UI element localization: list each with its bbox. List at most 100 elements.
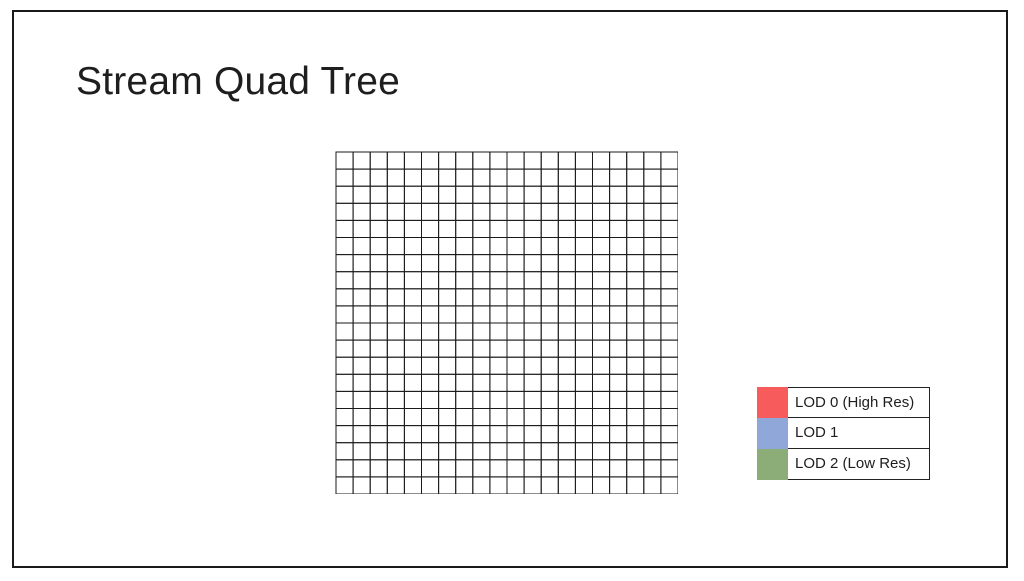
tile-lod-0-high-res — [472, 322, 491, 341]
tile-streamed-terrain — [557, 356, 576, 375]
tile-streamed-terrain — [421, 425, 440, 444]
tile-streamed-terrain — [421, 339, 440, 358]
tile-streamed-terrain — [438, 356, 457, 375]
tile-streamed-terrain — [557, 390, 576, 409]
tile-empty — [626, 271, 645, 290]
tile-empty — [592, 237, 611, 256]
tile-streamed-terrain — [592, 425, 611, 444]
tile-streamed-terrain — [506, 151, 525, 170]
tile-streamed-terrain — [421, 305, 440, 324]
tile-streamed-terrain — [472, 202, 491, 221]
tile-empty — [574, 185, 593, 204]
tile-streamed-terrain — [386, 322, 405, 341]
tile-streamed-terrain — [592, 322, 611, 341]
tile-lod-0-high-res — [455, 305, 474, 324]
tile-streamed-terrain — [455, 237, 474, 256]
tile-streamed-terrain — [369, 288, 388, 307]
tile-streamed-terrain — [609, 408, 628, 427]
tile-streamed-terrain — [438, 408, 457, 427]
tile-streamed-terrain — [660, 408, 678, 427]
tile-streamed-terrain — [557, 373, 576, 392]
tile-empty — [660, 271, 678, 290]
tile-empty — [352, 271, 371, 290]
tile-streamed-terrain — [626, 356, 645, 375]
tile-streamed-terrain — [455, 151, 474, 170]
tile-streamed-terrain — [403, 305, 423, 324]
tile-lod-0-high-res — [506, 288, 525, 307]
tile-streamed-terrain — [438, 425, 457, 444]
tile-streamed-terrain — [660, 356, 678, 375]
tile-streamed-terrain — [506, 425, 525, 444]
tile-streamed-terrain — [540, 237, 559, 256]
tile-streamed-terrain — [540, 168, 559, 187]
tile-streamed-terrain — [352, 288, 371, 307]
tile-streamed-terrain — [540, 339, 559, 358]
terrain-imagery — [322, 138, 678, 494]
tile-streamed-terrain — [540, 288, 559, 307]
tile-streamed-terrain — [455, 168, 474, 187]
tile-streamed-terrain — [660, 459, 678, 478]
tile-streamed-terrain — [472, 425, 491, 444]
tile-streamed-terrain — [643, 442, 662, 461]
tile-empty — [592, 271, 611, 290]
tile-empty — [574, 202, 593, 221]
tile-empty — [626, 151, 645, 170]
tile-empty — [352, 425, 371, 444]
tile-streamed-terrain — [557, 339, 576, 358]
tile-streamed-terrain — [489, 459, 508, 478]
tile-lod-0-high-res — [472, 288, 491, 307]
tile-streamed-terrain — [369, 408, 388, 427]
tile-streamed-terrain — [403, 322, 423, 341]
tile-streamed-terrain — [421, 442, 440, 461]
tile-empty — [643, 202, 662, 221]
tile-streamed-terrain — [660, 373, 678, 392]
tile-streamed-terrain — [421, 288, 440, 307]
tile-streamed-terrain — [455, 408, 474, 427]
tile-streamed-terrain — [369, 219, 388, 239]
tile-streamed-terrain — [540, 390, 559, 409]
tile-empty — [592, 185, 611, 204]
tile-streamed-terrain — [455, 254, 474, 273]
tile-streamed-terrain — [489, 254, 508, 273]
tile-empty — [335, 476, 354, 494]
tile-empty — [643, 185, 662, 204]
tile-streamed-terrain — [506, 356, 525, 375]
tile-empty — [626, 202, 645, 221]
legend-item: LOD 1 — [757, 418, 930, 449]
tile-empty — [574, 151, 593, 170]
tile-streamed-terrain — [403, 202, 423, 221]
tile-streamed-terrain — [489, 168, 508, 187]
tile-empty — [609, 237, 628, 256]
tile-streamed-terrain — [574, 356, 593, 375]
tile-lod-0-high-res — [489, 339, 508, 358]
tile-lod-0-high-res — [489, 322, 508, 341]
tile-streamed-terrain — [403, 288, 423, 307]
tile-streamed-terrain — [386, 356, 405, 375]
tile-lod-0-high-res — [455, 322, 474, 341]
tile-empty — [574, 254, 593, 273]
tile-streamed-terrain — [626, 425, 645, 444]
tile-streamed-terrain — [660, 425, 678, 444]
tile-lod-0-high-res — [455, 339, 474, 358]
legend-swatch — [757, 387, 788, 418]
tile-streamed-terrain — [557, 254, 576, 273]
tile-lod-0-high-res — [523, 288, 542, 307]
tile-empty — [660, 219, 678, 239]
tile-empty — [574, 168, 593, 187]
legend-label: LOD 1 — [788, 418, 930, 449]
tile-streamed-terrain — [489, 219, 508, 239]
tile-streamed-terrain — [643, 288, 662, 307]
tile-streamed-terrain — [403, 151, 423, 170]
tile-streamed-terrain — [386, 425, 405, 444]
tile-streamed-terrain — [506, 254, 525, 273]
tile-streamed-terrain — [592, 288, 611, 307]
tile-empty — [643, 168, 662, 187]
tile-streamed-terrain — [643, 356, 662, 375]
tile-streamed-terrain — [403, 254, 423, 273]
tile-lod-0-high-res — [506, 271, 525, 290]
tile-streamed-terrain — [626, 476, 645, 494]
tile-streamed-terrain — [455, 390, 474, 409]
tile-lod-0-high-res — [506, 322, 525, 341]
tile-streamed-terrain — [609, 305, 628, 324]
tile-streamed-terrain — [352, 305, 371, 324]
